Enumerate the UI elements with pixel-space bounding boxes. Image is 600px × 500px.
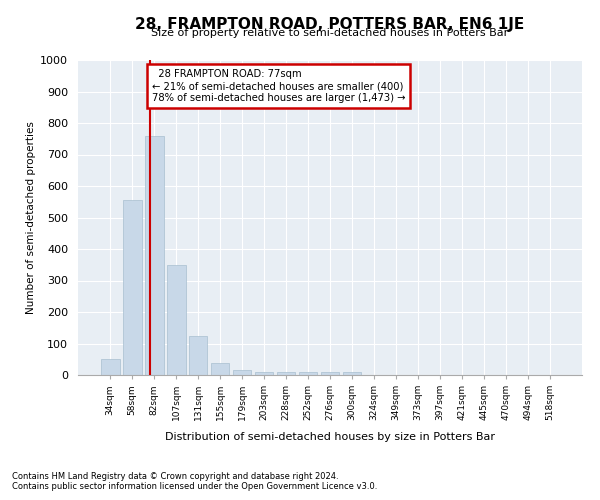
Bar [320,372,340,375]
Text: Contains public sector information licensed under the Open Government Licence v3: Contains public sector information licen… [12,482,377,491]
Bar [299,372,317,375]
Bar [189,336,208,375]
Bar [123,200,142,375]
Text: 28, FRAMPTON ROAD, POTTERS BAR, EN6 1JE: 28, FRAMPTON ROAD, POTTERS BAR, EN6 1JE [136,18,524,32]
Bar [343,372,361,375]
Bar [167,265,185,375]
Text: 28 FRAMPTON ROAD: 77sqm
← 21% of semi-detached houses are smaller (400)
78% of s: 28 FRAMPTON ROAD: 77sqm ← 21% of semi-de… [152,70,406,102]
Text: Contains HM Land Registry data © Crown copyright and database right 2024.: Contains HM Land Registry data © Crown c… [12,472,338,481]
Bar [277,372,295,375]
X-axis label: Distribution of semi-detached houses by size in Potters Bar: Distribution of semi-detached houses by … [165,432,495,442]
Text: Size of property relative to semi-detached houses in Potters Bar: Size of property relative to semi-detach… [151,28,509,38]
Bar [101,359,119,375]
Bar [211,363,229,375]
Bar [145,136,164,375]
Bar [255,372,274,375]
Bar [233,370,251,375]
Y-axis label: Number of semi-detached properties: Number of semi-detached properties [26,121,36,314]
